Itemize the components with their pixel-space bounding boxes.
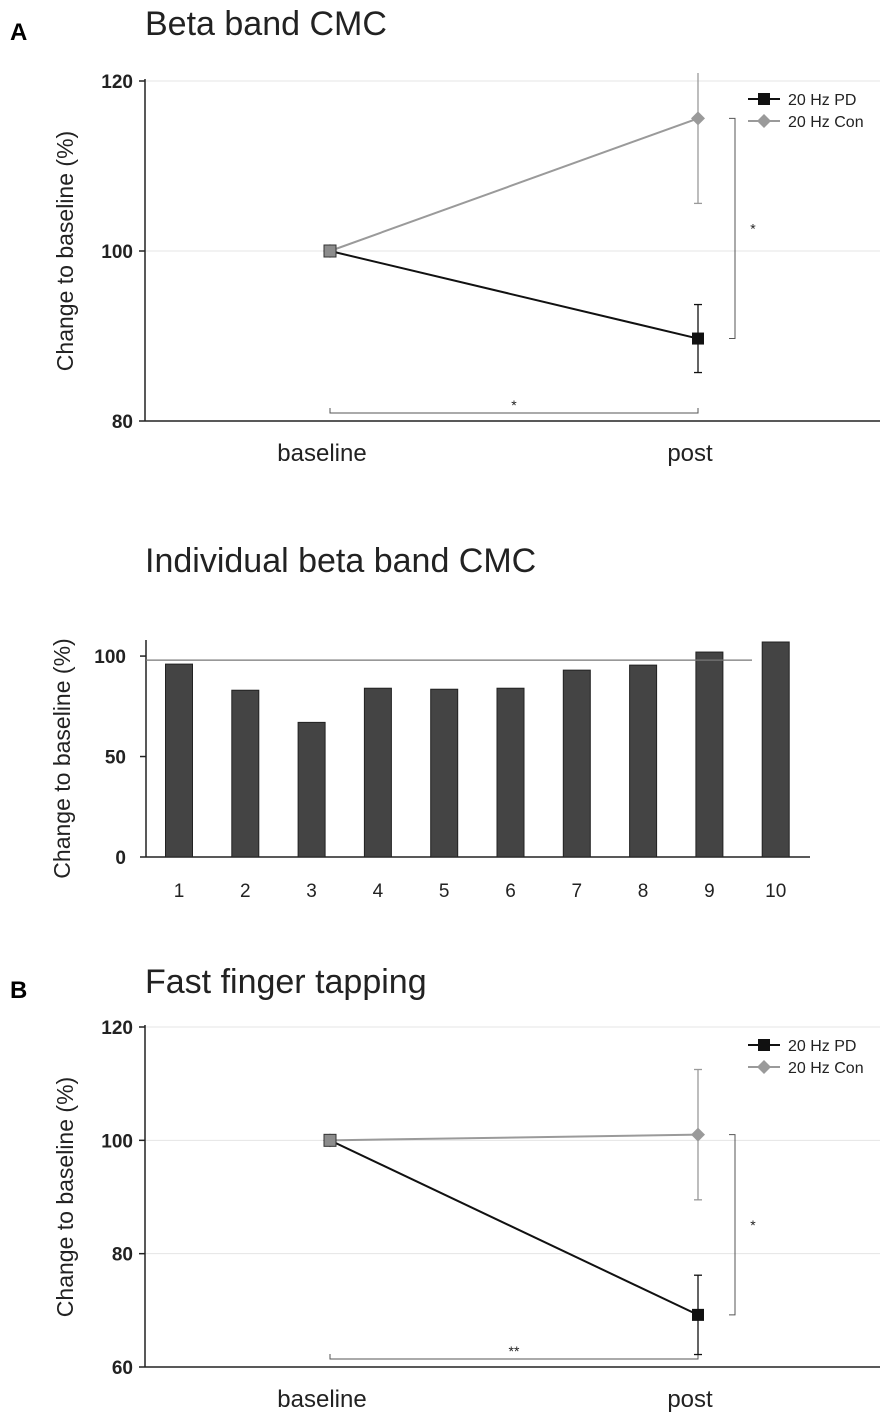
bar	[363, 687, 392, 858]
significance-bracket-horizontal	[329, 408, 699, 414]
y-tick-label: 0	[115, 848, 126, 869]
significance-bracket-vertical	[729, 1134, 736, 1316]
y-axis-label: Change to baseline (%)	[49, 638, 75, 878]
legend-marker	[757, 1060, 771, 1074]
chart-title: Individual beta band CMC	[145, 542, 536, 580]
significance-star: *	[511, 397, 517, 413]
significance-bracket-vertical	[729, 117, 736, 340]
bar	[231, 689, 260, 858]
bar	[761, 641, 790, 858]
significance-star: *	[750, 220, 756, 236]
chart-title: Fast finger tapping	[145, 963, 427, 1001]
x-tick-label: 6	[505, 881, 516, 902]
bar	[430, 688, 459, 858]
legend-label: 20 Hz Con	[788, 114, 864, 131]
legend-label: 20 Hz PD	[788, 1038, 856, 1055]
y-tick-label: 120	[101, 1018, 133, 1039]
bar	[496, 687, 525, 858]
panel-label-b: B	[10, 977, 27, 1004]
x-tick-label: post	[667, 1386, 713, 1413]
bar	[562, 669, 591, 858]
y-tick-label: 80	[112, 1245, 133, 1266]
data-point	[323, 1133, 337, 1147]
x-tick-label: baseline	[277, 440, 366, 467]
y-tick-label: 80	[112, 412, 133, 433]
y-tick-label: 100	[94, 647, 126, 668]
x-tick-label: 7	[572, 881, 583, 902]
x-tick-label: 4	[373, 881, 384, 902]
bar	[297, 721, 326, 858]
y-tick-label: 100	[101, 242, 133, 263]
bar	[165, 663, 193, 858]
y-axis-label: Change to baseline (%)	[52, 1077, 78, 1317]
series-line	[329, 117, 699, 252]
y-tick-label: 100	[101, 1131, 133, 1152]
chart-beta-band-cmc: Beta band CMC 80 100 120 Change to baseline…	[52, 5, 880, 467]
bar	[695, 651, 724, 858]
y-tick-label: 50	[105, 748, 126, 769]
data-point	[691, 111, 705, 126]
significance-star: *	[750, 1217, 756, 1233]
legend-marker	[758, 1039, 770, 1051]
x-tick-label: post	[667, 440, 713, 467]
series-line	[329, 250, 699, 340]
y-tick-label: 60	[112, 1358, 133, 1379]
x-tick-label: 9	[704, 881, 715, 902]
legend-marker	[757, 114, 771, 128]
legend-label: 20 Hz PD	[788, 92, 856, 109]
data-point	[692, 332, 704, 345]
x-tick-label: 10	[765, 881, 786, 902]
bar	[629, 664, 658, 858]
data-point	[691, 1127, 705, 1142]
x-tick-label: baseline	[277, 1386, 366, 1413]
data-point	[692, 1308, 704, 1321]
panel-label-a: A	[10, 19, 27, 46]
x-tick-label: 8	[638, 881, 649, 902]
legend-marker	[758, 93, 770, 105]
x-tick-label: 3	[306, 881, 317, 902]
x-tick-label: 1	[174, 881, 185, 902]
x-tick-label: 2	[240, 881, 251, 902]
significance-star: **	[509, 1343, 520, 1359]
x-tick-label: 5	[439, 881, 450, 902]
series-line	[329, 1139, 699, 1316]
chart-title: Beta band CMC	[145, 5, 387, 43]
series-line	[329, 1133, 699, 1142]
significance-bracket-horizontal	[329, 1354, 699, 1360]
chart-individual-beta-band-cmc: Individual beta band CMC 0 50 100 Change to…	[49, 542, 810, 902]
y-axis-label: Change to baseline (%)	[52, 131, 78, 371]
data-point	[323, 244, 337, 258]
y-tick-label: 120	[101, 72, 133, 93]
chart-fast-finger-tapping: Fast finger tapping 60 80 100 120 Change to …	[52, 963, 880, 1413]
legend-label: 20 Hz Con	[788, 1060, 864, 1077]
